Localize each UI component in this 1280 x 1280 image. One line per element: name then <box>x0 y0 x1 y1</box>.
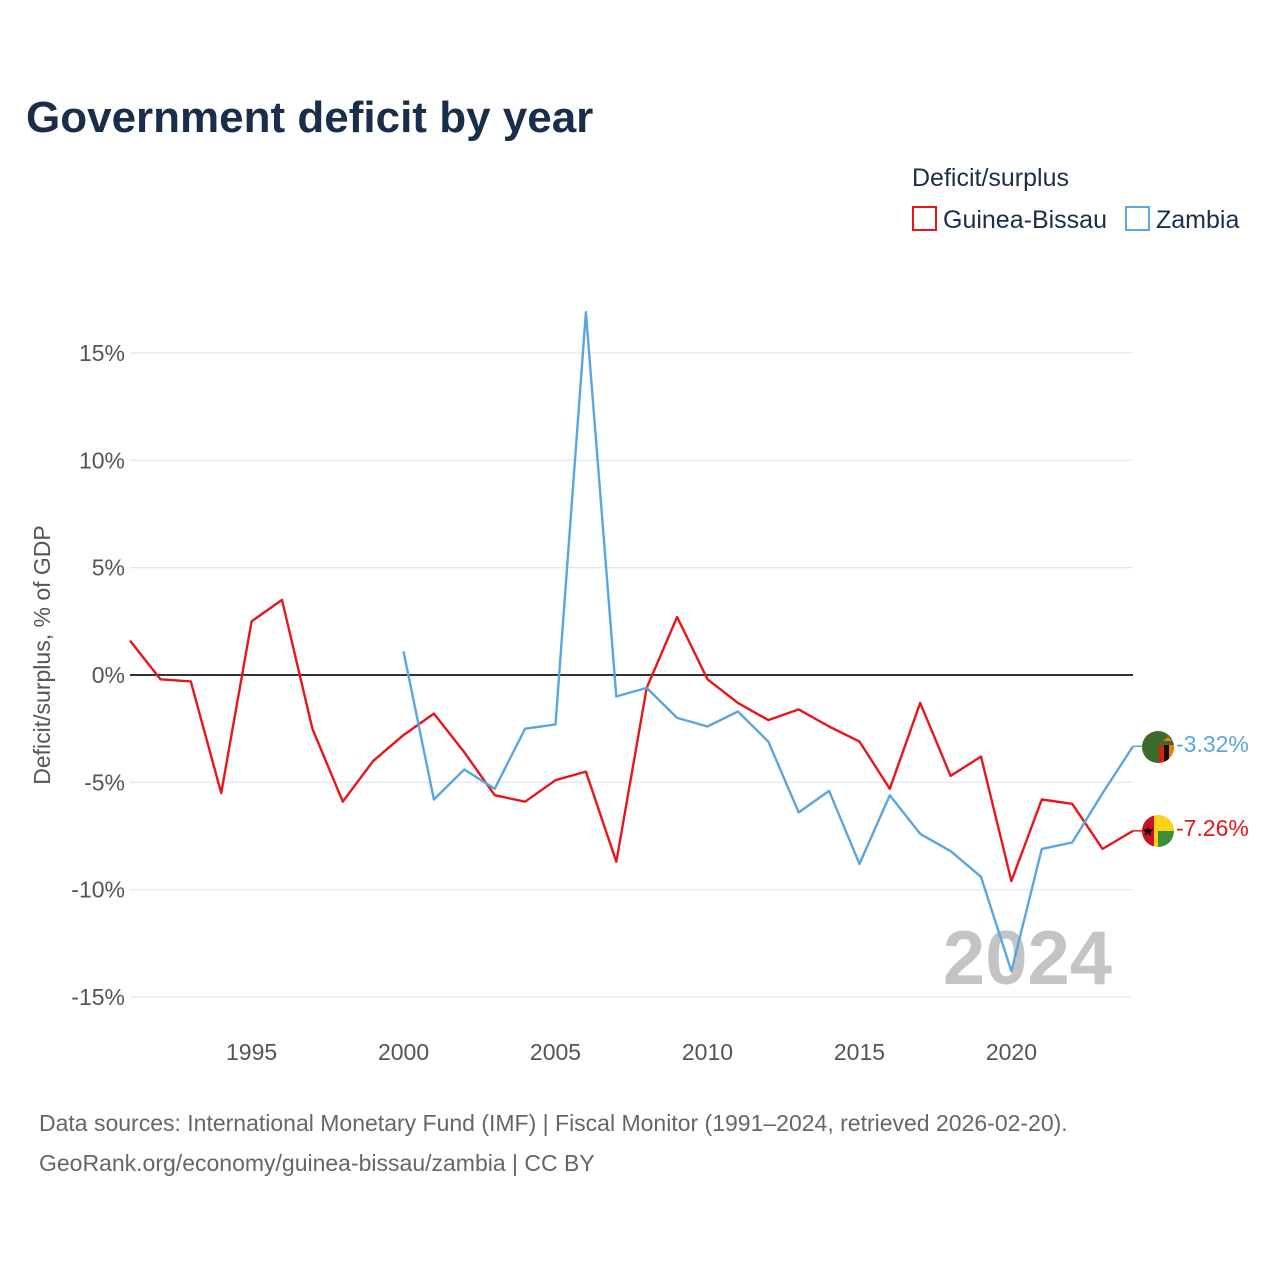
y-tick-label: 10% <box>79 447 125 473</box>
gridlines <box>130 352 1133 998</box>
source-line-2[interactable]: GeoRank.org/economy/guinea-bissau/zambia… <box>39 1150 595 1176</box>
y-tick-label: -10% <box>71 877 125 903</box>
end-label-guinea-bissau: -7.26% <box>1176 815 1249 841</box>
x-tick-label: 2010 <box>682 1039 733 1065</box>
legend: Deficit/surplus Guinea-Bissau Zambia <box>912 164 1239 234</box>
series-line-zambia[interactable] <box>402 311 1135 973</box>
source-line-1: Data sources: International Monetary Fun… <box>39 1110 1068 1136</box>
y-tick-label: -15% <box>71 984 125 1010</box>
year-watermark: 2024 <box>943 916 1112 1001</box>
y-tick-label: -5% <box>84 769 125 795</box>
legend-label-zambia: Zambia <box>1156 206 1239 234</box>
y-tick-label: 15% <box>79 340 125 366</box>
x-tick-label: 1995 <box>226 1039 277 1065</box>
end-marker-zambia: -3.32% <box>1142 731 1249 763</box>
legend-swatch-zambia <box>1125 206 1150 231</box>
guinea-bissau-flag-icon <box>1142 815 1174 847</box>
x-axis-ticks: 1995 2000 2005 2010 2015 2020 <box>226 1039 1037 1065</box>
legend-label-guinea-bissau: Guinea-Bissau <box>943 206 1107 234</box>
x-tick-label: 2015 <box>834 1039 885 1065</box>
legend-title: Deficit/surplus <box>912 164 1069 192</box>
end-marker-guinea-bissau: -7.26% <box>1142 815 1249 847</box>
y-tick-label: 0% <box>92 662 125 688</box>
x-tick-label: 2005 <box>530 1039 581 1065</box>
x-tick-label: 2020 <box>986 1039 1037 1065</box>
y-axis-ticks: 15% 10% 5% 0% -5% -10% -15% <box>71 340 125 1010</box>
series-lines <box>129 311 1142 973</box>
y-tick-label: 5% <box>92 555 125 581</box>
y-axis-title: Deficit/surplus, % of GDP <box>29 525 55 784</box>
legend-swatch-guinea-bissau <box>912 206 937 231</box>
end-label-zambia: -3.32% <box>1176 731 1249 757</box>
series-line-guinea-bissau[interactable] <box>129 598 1134 883</box>
legend-item-zambia[interactable]: Zambia <box>1125 206 1239 234</box>
x-tick-label: 2000 <box>378 1039 429 1065</box>
legend-item-guinea-bissau[interactable]: Guinea-Bissau <box>912 206 1107 234</box>
zambia-flag-icon <box>1142 731 1174 763</box>
chart-title: Government deficit by year <box>26 93 593 142</box>
